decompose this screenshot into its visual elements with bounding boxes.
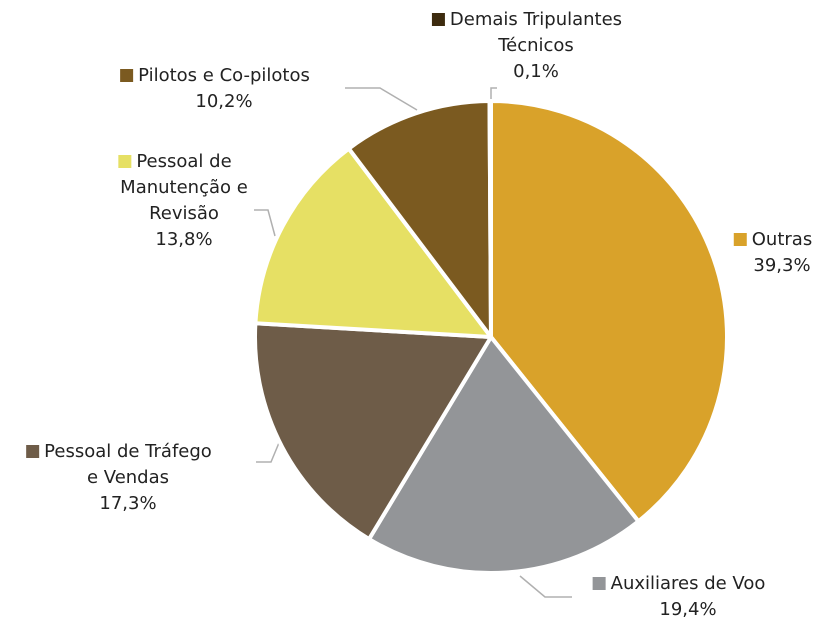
slice-value-label: 19,4% xyxy=(659,599,716,620)
pie-slice xyxy=(489,99,729,524)
leader-line xyxy=(490,87,497,102)
leader-line xyxy=(254,209,276,237)
legend-swatch xyxy=(592,577,606,590)
pie-slice xyxy=(367,335,641,575)
slice-label: Pilotos e Co-pilotos xyxy=(138,65,310,86)
slice-value-label: 10,2% xyxy=(195,91,252,112)
pie-slice xyxy=(253,146,493,339)
slice-value-label: 39,3% xyxy=(753,255,810,276)
legend-swatch xyxy=(733,233,747,246)
legend-swatch xyxy=(431,13,445,26)
leader-line xyxy=(519,575,572,598)
legend-swatch xyxy=(120,69,134,82)
slice-label: Auxiliares de Voo xyxy=(611,573,766,594)
slice-label: Pessoal de Tráfego e Vendas xyxy=(44,441,212,488)
pie-slice xyxy=(346,99,493,339)
pie-slice xyxy=(487,99,493,339)
slice-value-label: 17,3% xyxy=(99,493,156,514)
slice-label: Outras xyxy=(752,229,812,250)
legend-swatch xyxy=(26,445,40,458)
leader-lines xyxy=(254,87,572,598)
slice-label: Demais Tripulantes Técnicos xyxy=(450,9,622,56)
slice-value-label: 0,1% xyxy=(513,61,559,82)
pie-slice xyxy=(253,321,493,542)
slice-label: Pessoal de Manutenção e Revisão xyxy=(120,151,248,224)
leader-line xyxy=(256,437,282,463)
legend-swatch xyxy=(118,155,132,168)
slice-value-label: 13,8% xyxy=(155,229,212,250)
leader-line xyxy=(345,87,418,111)
